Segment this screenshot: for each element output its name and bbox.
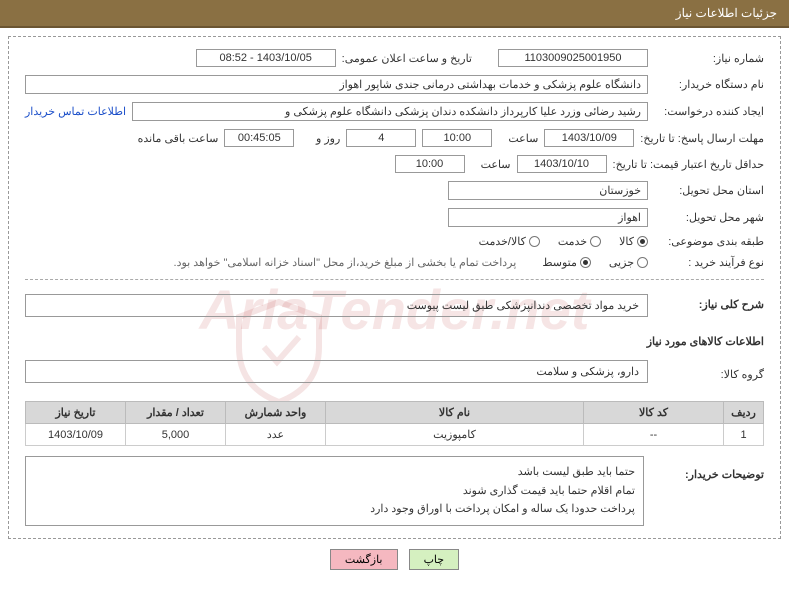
value-need-number: 1103009025001950 [498,49,648,67]
label-announce-datetime: تاریخ و ساعت اعلان عمومی: [342,52,472,65]
table-header-row: ردیف کد کالا نام کالا واحد شمارش تعداد /… [26,402,764,424]
row-category: طبقه بندی موضوعی: کالا خدمت کالا/خدمت [25,235,764,248]
goods-table: ردیف کد کالا نام کالا واحد شمارش تعداد /… [25,401,764,446]
td-name: کامپوزیت [326,424,584,446]
button-row: چاپ بازگشت [0,549,789,570]
note-line-2: تمام اقلام حتما باید قیمت گذاری شوند [34,482,635,501]
radio-item-goods[interactable]: کالا [619,235,648,248]
print-button[interactable]: چاپ [409,549,460,570]
label-category: طبقه بندی موضوعی: [654,235,764,248]
th-date: تاریخ نیاز [26,402,126,424]
label-remaining: ساعت باقی مانده [138,132,219,145]
radio-item-goods-service[interactable]: کالا/خدمت [479,235,540,248]
radio-circle-icon [637,257,648,268]
purchase-note: پرداخت تمام یا بخشی از مبلغ خرید،از محل … [174,256,517,269]
radio-circle-icon [580,257,591,268]
buyer-notes-box: حتما باید طبق لیست باشد تمام اقلام حتما … [25,456,644,526]
row-general-desc: شرح کلی نیاز: خرید مواد تخصصی دندانپزشکی… [25,290,764,327]
radio-circle-icon [637,236,648,247]
row-need-number: شماره نیاز: 1103009025001950 تاریخ و ساع… [25,49,764,67]
value-reply-deadline-date: 1403/10/09 [544,129,634,147]
label-reply-deadline: مهلت ارسال پاسخ: تا تاریخ: [640,132,764,145]
value-city: اهواز [448,208,648,227]
content-area: AriaTender.net شماره نیاز: 1103009025001… [8,36,781,539]
row-price-validity: حداقل تاریخ اعتبار قیمت: تا تاریخ: 1403/… [25,155,764,173]
radio-label-goods-service: کالا/خدمت [479,235,526,248]
goods-info-title: اطلاعات کالاهای مورد نیاز [25,335,764,348]
value-requester: رشید رضائی وزرد علیا کارپرداز دانشکده دن… [132,102,648,121]
label-need-number: شماره نیاز: [654,52,764,65]
label-price-hour: ساعت [471,158,511,171]
value-buyer-org: دانشگاه علوم پزشکی و خدمات بهداشتی درمان… [25,75,648,94]
category-radio-group: کالا خدمت کالا/خدمت [479,235,648,248]
label-buyer-org: نام دستگاه خریدار: [654,78,764,91]
radio-label-goods: کالا [619,235,634,248]
label-reply-hour: ساعت [498,132,538,145]
label-requester: ایجاد کننده درخواست: [654,105,764,118]
radio-label-medium: متوسط [542,256,577,269]
row-requester: ایجاد کننده درخواست: رشید رضائی وزرد علی… [25,102,764,121]
value-remaining-time: 00:45:05 [224,129,294,147]
radio-item-service[interactable]: خدمت [558,235,601,248]
td-row-num: 1 [724,424,764,446]
back-button[interactable]: بازگشت [330,549,398,570]
value-general-desc: خرید مواد تخصصی دندانپزشکی طبق لیست پیوس… [25,294,648,317]
label-goods-group: گروه کالا: [654,368,764,381]
value-announce-datetime: 1403/10/05 - 08:52 [196,49,336,67]
value-price-hour: 10:00 [395,155,465,173]
radio-circle-icon [590,236,601,247]
row-goods-group: گروه کالا: دارو، پزشکی و سلامت [25,356,764,393]
label-buyer-notes: توضیحات خریدار: [654,464,764,481]
row-buyer-notes: توضیحات خریدار: حتما باید طبق لیست باشد … [25,456,764,526]
radio-item-medium[interactable]: متوسط [542,256,591,269]
td-code: -- [584,424,724,446]
value-province: خوزستان [448,181,648,200]
row-city: شهر محل تحویل: اهواز [25,208,764,227]
label-price-validity: حداقل تاریخ اعتبار قیمت: تا تاریخ: [613,158,764,171]
radio-label-minor: جزیی [609,256,634,269]
radio-circle-icon [529,236,540,247]
th-name: نام کالا [326,402,584,424]
header-title: جزئیات اطلاعات نیاز [676,6,777,20]
value-reply-days: 4 [346,129,416,147]
buyer-contact-link[interactable]: اطلاعات تماس خریدار [25,105,126,118]
row-purchase-type: نوع فرآیند خرید : جزیی متوسط پرداخت تمام… [25,256,764,269]
divider [25,279,764,280]
th-code: کد کالا [584,402,724,424]
row-buyer-org: نام دستگاه خریدار: دانشگاه علوم پزشکی و … [25,75,764,94]
note-line-3: پرداخت حدودا یک ساله و امکان پرداخت با ا… [34,500,635,519]
td-unit: عدد [226,424,326,446]
note-line-1: حتما باید طبق لیست باشد [34,463,635,482]
header-bar: جزئیات اطلاعات نیاز [0,0,789,28]
label-general-desc: شرح کلی نیاز: [654,298,764,311]
row-province: استان محل تحویل: خوزستان [25,181,764,200]
purchase-radio-group: جزیی متوسط [542,256,648,269]
th-row-num: ردیف [724,402,764,424]
content-inner: شماره نیاز: 1103009025001950 تاریخ و ساع… [25,49,764,526]
label-province: استان محل تحویل: [654,184,764,197]
label-city: شهر محل تحویل: [654,211,764,224]
main-container: جزئیات اطلاعات نیاز AriaTender.net شماره… [0,0,789,570]
th-unit: واحد شمارش [226,402,326,424]
th-qty: تعداد / مقدار [126,402,226,424]
radio-item-minor[interactable]: جزیی [609,256,648,269]
label-days: روز و [300,132,340,145]
value-goods-group: دارو، پزشکی و سلامت [25,360,648,383]
value-reply-hour: 10:00 [422,129,492,147]
table-row: 1 -- کامپوزیت عدد 5,000 1403/10/09 [26,424,764,446]
td-qty: 5,000 [126,424,226,446]
radio-label-service: خدمت [558,235,587,248]
td-date: 1403/10/09 [26,424,126,446]
label-purchase-type: نوع فرآیند خرید : [654,256,764,269]
row-reply-deadline: مهلت ارسال پاسخ: تا تاریخ: 1403/10/09 سا… [25,129,764,147]
value-price-validity-date: 1403/10/10 [517,155,607,173]
